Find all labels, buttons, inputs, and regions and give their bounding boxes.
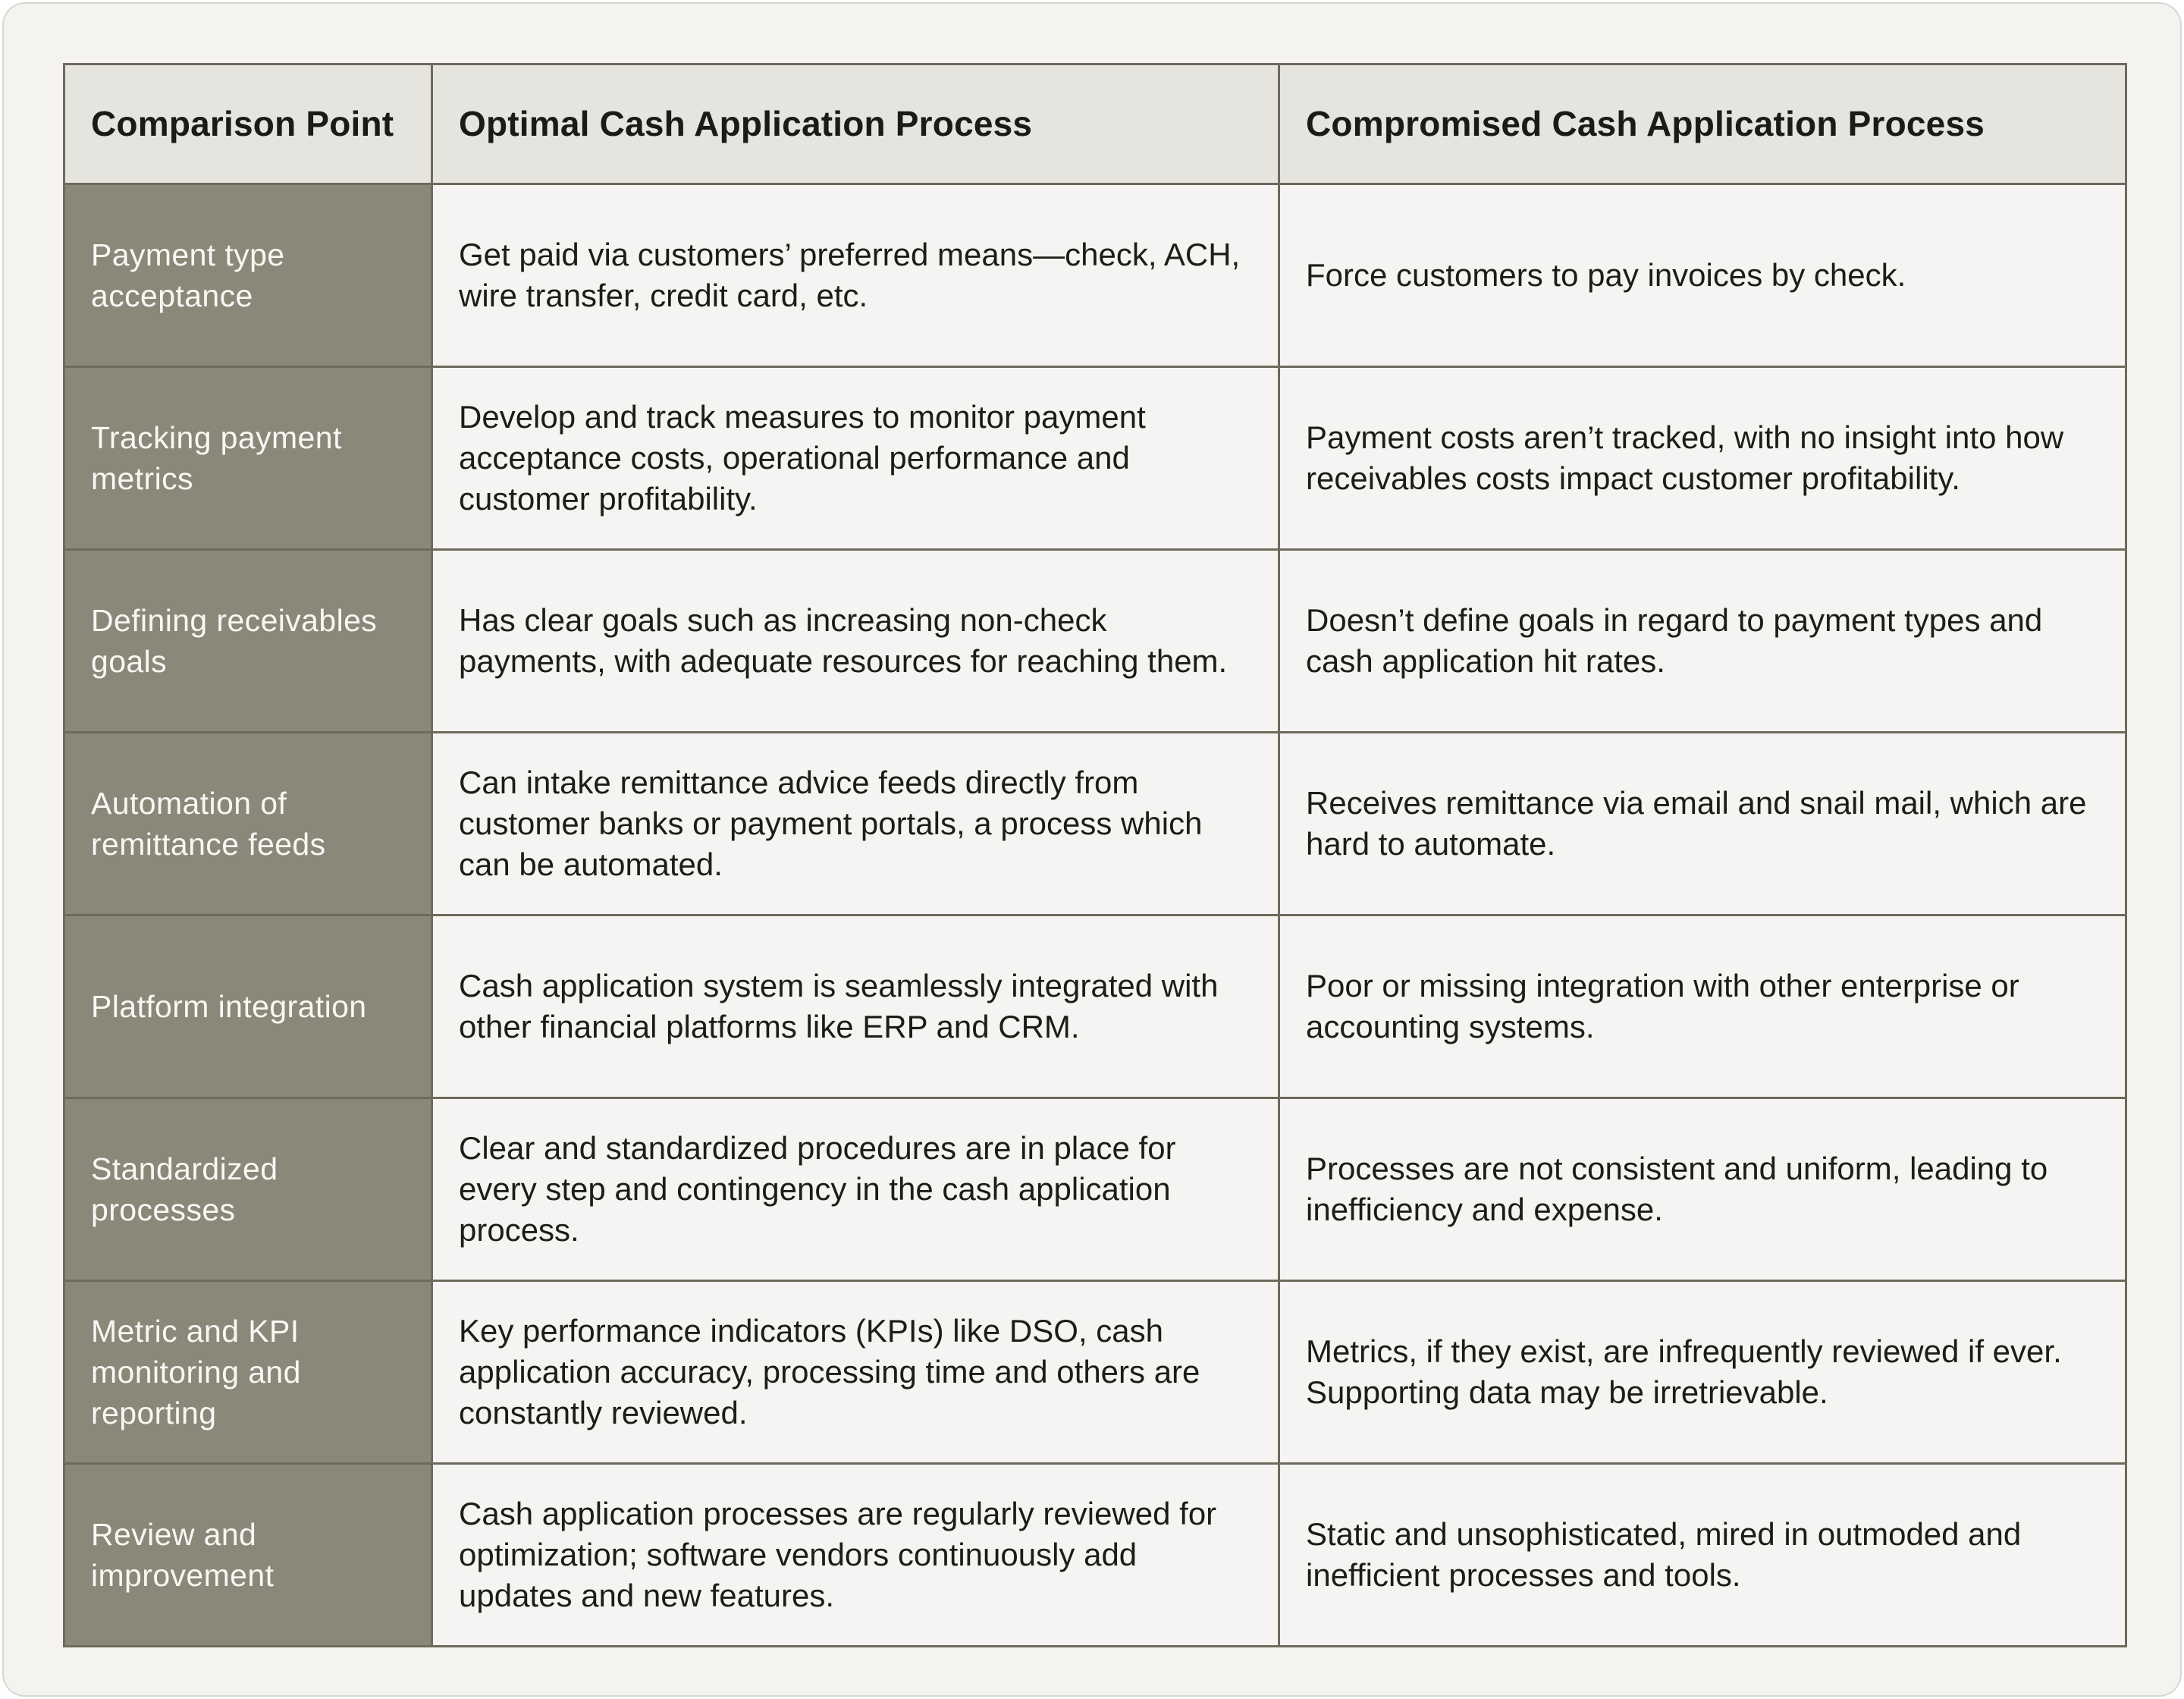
row-label: Standardized processes <box>63 1097 433 1282</box>
row-label: Metric and KPI monitoring and reporting <box>63 1280 433 1465</box>
compromised-cell: Metrics, if they exist, are infrequently… <box>1278 1280 2127 1465</box>
optimal-cell: Cash application system is seamlessly in… <box>431 914 1280 1099</box>
compromised-cell: Poor or missing integration with other e… <box>1278 914 2127 1099</box>
row-label: Platform integration <box>63 914 433 1099</box>
column-header-comparison-point: Comparison Point <box>63 63 433 185</box>
optimal-cell: Develop and track measures to monitor pa… <box>431 366 1280 551</box>
optimal-cell: Can intake remittance advice feeds direc… <box>431 731 1280 916</box>
row-label: Payment type acceptance <box>63 183 433 368</box>
compromised-cell: Force customers to pay invoices by check… <box>1278 183 2127 368</box>
optimal-cell: Get paid via customers’ preferred means—… <box>431 183 1280 368</box>
compromised-cell: Static and unsophisticated, mired in out… <box>1278 1462 2127 1647</box>
header-row: Comparison Point Optimal Cash Applicatio… <box>63 63 2127 185</box>
table-row: Platform integration Cash application sy… <box>63 914 2127 1099</box>
column-header-optimal-process: Optimal Cash Application Process <box>431 63 1280 185</box>
optimal-cell: Clear and standardized procedures are in… <box>431 1097 1280 1282</box>
column-header-compromised-process: Compromised Cash Application Process <box>1278 63 2127 185</box>
table-row: Defining receivables goals Has clear goa… <box>63 548 2127 733</box>
table-row: Standardized processes Clear and standar… <box>63 1097 2127 1282</box>
row-label: Defining receivables goals <box>63 548 433 733</box>
comparison-table: Comparison Point Optimal Cash Applicatio… <box>63 63 2127 1647</box>
row-label: Automation of remittance feeds <box>63 731 433 916</box>
table-row: Automation of remittance feeds Can intak… <box>63 731 2127 916</box>
optimal-cell: Cash application processes are regularly… <box>431 1462 1280 1647</box>
row-label: Tracking payment metrics <box>63 366 433 551</box>
optimal-cell: Has clear goals such as increasing non-c… <box>431 548 1280 733</box>
compromised-cell: Doesn’t define goals in regard to paymen… <box>1278 548 2127 733</box>
compromised-cell: Payment costs aren’t tracked, with no in… <box>1278 366 2127 551</box>
table-row: Payment type acceptance Get paid via cus… <box>63 183 2127 368</box>
optimal-cell: Key performance indicators (KPIs) like D… <box>431 1280 1280 1465</box>
table-row: Tracking payment metrics Develop and tra… <box>63 366 2127 551</box>
table-row: Review and improvement Cash application … <box>63 1462 2127 1647</box>
compromised-cell: Processes are not consistent and uniform… <box>1278 1097 2127 1282</box>
row-label: Review and improvement <box>63 1462 433 1647</box>
compromised-cell: Receives remittance via email and snail … <box>1278 731 2127 916</box>
table-row: Metric and KPI monitoring and reporting … <box>63 1280 2127 1465</box>
